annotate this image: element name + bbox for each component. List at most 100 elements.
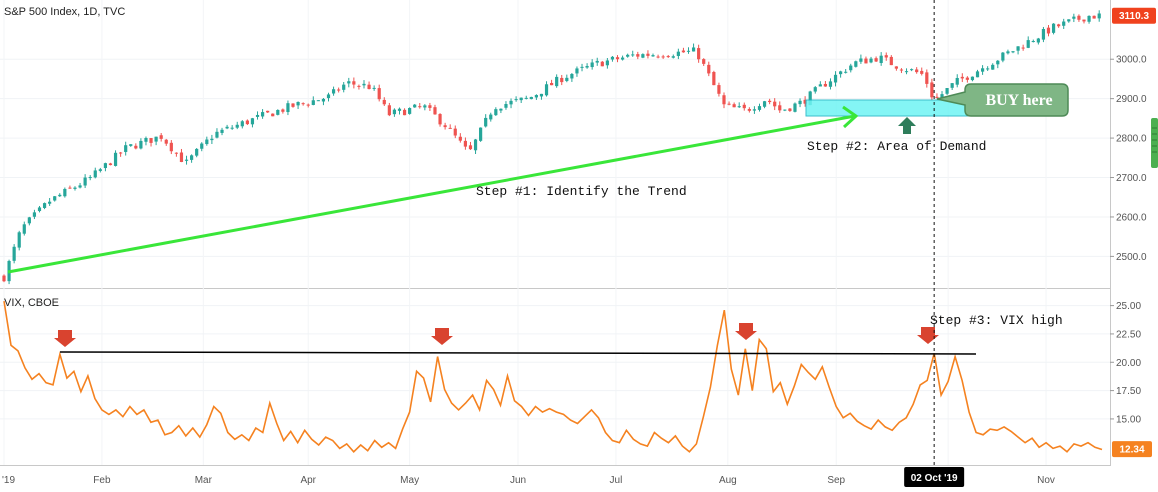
candle-body — [240, 121, 244, 127]
candle-body — [48, 201, 52, 204]
price-last-value: 3110.3 — [1119, 11, 1149, 22]
candle-body — [788, 108, 792, 111]
candle-body — [762, 101, 767, 107]
candle-body — [778, 105, 782, 111]
candle-body — [1057, 24, 1061, 27]
candle-body — [98, 169, 102, 171]
candle-body — [681, 50, 686, 53]
price-tick-label: 2600.0 — [1116, 212, 1147, 223]
buy-label: BUY here — [985, 92, 1052, 109]
candle-body — [342, 84, 346, 90]
candle-body — [991, 64, 995, 70]
buy-callout — [936, 83, 1069, 117]
candle-body — [945, 88, 949, 94]
candle-body — [899, 69, 904, 71]
candle-body — [930, 82, 934, 98]
candle-body — [119, 152, 123, 154]
candle-body — [1051, 23, 1056, 33]
candle-body — [529, 96, 533, 100]
vix-tick-label: 15.00 — [1116, 414, 1141, 425]
vix-panel-title: VIX, CBOE — [4, 297, 59, 309]
date-cursor-tag: 02 Oct '19 — [904, 467, 965, 487]
candle-body — [382, 99, 386, 105]
candle-body — [200, 143, 204, 149]
date-cursor-label: 02 Oct '19 — [911, 473, 958, 484]
candle-body — [1072, 16, 1076, 19]
candle-body — [301, 103, 305, 105]
candle-body — [22, 224, 26, 234]
candle-body — [940, 94, 944, 98]
candle-body — [499, 108, 503, 111]
candle-body — [737, 106, 741, 108]
candle-body — [661, 56, 665, 58]
candle-body — [215, 131, 219, 138]
scroll-handle[interactable] — [1151, 118, 1158, 168]
candle-body — [1092, 15, 1096, 19]
candle-body — [691, 47, 696, 52]
candle-body — [920, 70, 924, 74]
candle-body — [169, 142, 173, 152]
candle-body — [484, 117, 488, 127]
candle-body — [387, 105, 391, 116]
candle-body — [590, 62, 594, 68]
candle-body — [428, 105, 432, 108]
time-tick-label: May — [400, 475, 419, 486]
candle-body — [849, 65, 853, 71]
candle-body — [560, 77, 564, 83]
candle-body — [671, 56, 675, 58]
candle-body — [555, 76, 559, 87]
candle-body — [260, 112, 265, 117]
candle-body — [392, 109, 397, 115]
candle-body — [179, 152, 184, 162]
candle-body — [235, 124, 239, 128]
price-panel-title: S&P 500 Index, 1D, TVC — [4, 6, 125, 18]
candle-body — [722, 95, 726, 105]
candle-body — [869, 58, 873, 63]
candle-body — [996, 60, 1000, 65]
candle-body — [255, 114, 260, 117]
candle-body — [2, 275, 6, 282]
candle-body — [925, 72, 929, 84]
candle-body — [864, 58, 868, 64]
candle-body — [174, 152, 178, 154]
candle-body — [980, 68, 985, 72]
vix-peak-arrow-3 — [735, 323, 757, 340]
candle-body — [337, 89, 341, 91]
price-tick-label: 2900.0 — [1116, 94, 1147, 105]
candle-body — [408, 108, 412, 114]
price-tick-label: 2500.0 — [1116, 252, 1147, 263]
candle-body — [544, 84, 549, 96]
candle-body — [889, 56, 893, 66]
candle-body — [286, 103, 290, 113]
candle-body — [266, 110, 270, 113]
candle-body — [752, 109, 757, 111]
candle-body — [1082, 19, 1086, 22]
candle-body — [291, 103, 295, 107]
candle-body — [610, 56, 615, 60]
candle-body — [676, 51, 680, 56]
candle-body — [975, 71, 980, 78]
candle-body — [108, 163, 113, 166]
vix-tick-label: 17.50 — [1116, 386, 1141, 397]
candle-body — [803, 99, 807, 104]
candle-body — [1006, 51, 1010, 54]
candle-body — [1087, 15, 1091, 22]
candle-body — [367, 84, 371, 90]
candle-body — [230, 127, 234, 129]
candle-body — [433, 107, 437, 115]
candle-body — [519, 97, 523, 101]
time-tick-label: Aug — [719, 475, 737, 486]
candle-body — [960, 76, 964, 79]
candle-body — [468, 145, 473, 150]
candle-body — [73, 187, 77, 189]
candle-body — [413, 104, 417, 108]
candle-body — [276, 110, 280, 115]
candle-body — [833, 74, 838, 83]
step3-label: Step #3: VIX high — [930, 313, 1063, 328]
candle-body — [666, 56, 670, 58]
candle-body — [970, 76, 975, 81]
candle-body — [347, 81, 351, 84]
candle-body — [534, 95, 538, 98]
